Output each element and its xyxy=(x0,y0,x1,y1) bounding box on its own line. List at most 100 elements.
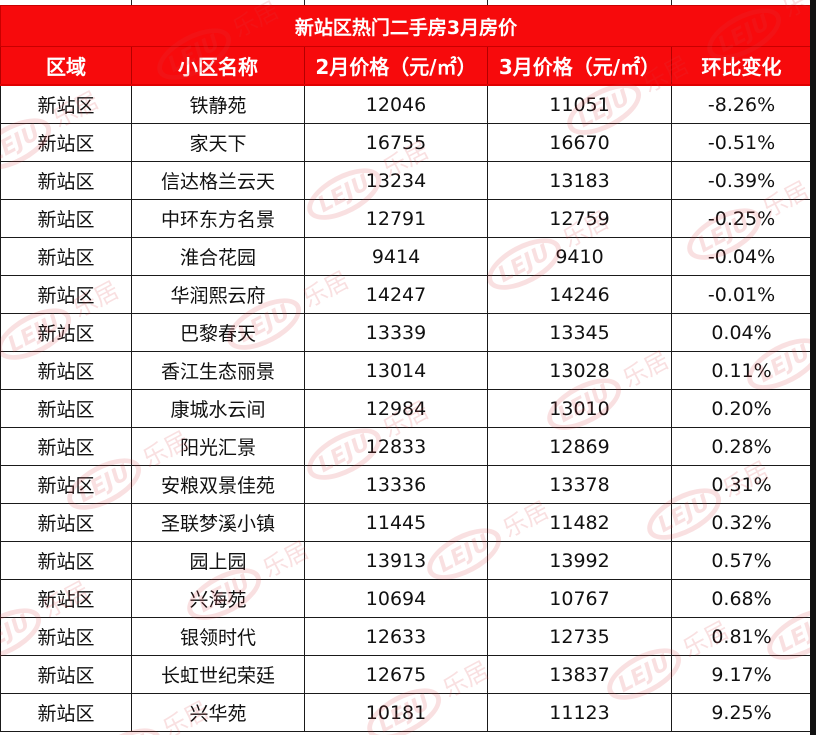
mar-price-cell: 13992 xyxy=(487,541,672,580)
mom-change-cell: 0.32% xyxy=(670,503,813,542)
mom-change-cell: 0.57% xyxy=(670,541,813,580)
table-row: 新站区 兴海苑 10694 10767 0.68% xyxy=(0,579,813,618)
table-row: 新站区 信达格兰云天 13234 13183 -0.39% xyxy=(0,161,813,200)
table-row: 新站区 淮合花园 9414 9410 -0.04% xyxy=(0,237,813,276)
feb-price-cell: 11445 xyxy=(304,503,488,542)
mar-price-cell: 13837 xyxy=(487,655,672,694)
header-mar-price: 3月价格（元/㎡） xyxy=(487,46,672,86)
table-row: 新站区 银领时代 12633 12735 0.81% xyxy=(0,617,813,656)
mar-price-cell: 13345 xyxy=(487,313,672,352)
district-cell: 新站区 xyxy=(0,275,132,314)
mar-price-cell: 14246 xyxy=(487,275,672,314)
header-community-name: 小区名称 xyxy=(131,46,305,86)
mom-change-cell: -0.39% xyxy=(670,161,813,200)
table-title-row: 新站区热门二手房3月房价 xyxy=(0,5,813,47)
header-mom-change: 环比变化 xyxy=(670,46,813,86)
mom-change-cell: 9.25% xyxy=(670,693,813,732)
mar-price-cell: 13378 xyxy=(487,465,672,504)
price-table: 新站区热门二手房3月房价 区域 小区名称 2月价格（元/㎡） 3月价格（元/㎡）… xyxy=(0,5,813,732)
feb-price-cell: 12833 xyxy=(304,427,488,466)
mar-price-cell: 11051 xyxy=(487,84,672,124)
feb-price-cell: 12675 xyxy=(304,655,488,694)
feb-price-cell: 10694 xyxy=(304,579,488,618)
table-row: 新站区 圣联梦溪小镇 11445 11482 0.32% xyxy=(0,503,813,542)
feb-price-cell: 13014 xyxy=(304,351,488,390)
table-row: 新站区 安粮双景佳苑 13336 13378 0.31% xyxy=(0,465,813,504)
district-cell: 新站区 xyxy=(0,84,132,124)
mom-change-cell: -8.26% xyxy=(670,84,813,124)
community-name-cell: 香江生态丽景 xyxy=(131,351,305,390)
mar-price-cell: 9410 xyxy=(487,237,672,276)
community-name-cell: 巴黎春天 xyxy=(131,313,305,352)
district-cell: 新站区 xyxy=(0,313,132,352)
district-cell: 新站区 xyxy=(0,161,132,200)
mom-change-cell: -0.51% xyxy=(670,123,813,162)
district-cell: 新站区 xyxy=(0,351,132,390)
community-name-cell: 兴海苑 xyxy=(131,579,305,618)
community-name-cell: 阳光汇景 xyxy=(131,427,305,466)
feb-price-cell: 12791 xyxy=(304,199,488,238)
table-row: 新站区 长虹世纪荣廷 12675 13837 9.17% xyxy=(0,655,813,694)
community-name-cell: 兴华苑 xyxy=(131,693,305,732)
mom-change-cell: 9.17% xyxy=(670,655,813,694)
table-row: 新站区 家天下 16755 16670 -0.51% xyxy=(0,123,813,162)
table-row: 新站区 园上园 13913 13992 0.57% xyxy=(0,541,813,580)
feb-price-cell: 12633 xyxy=(304,617,488,656)
district-cell: 新站区 xyxy=(0,655,132,694)
district-cell: 新站区 xyxy=(0,579,132,618)
community-name-cell: 淮合花园 xyxy=(131,237,305,276)
feb-price-cell: 13234 xyxy=(304,161,488,200)
district-cell: 新站区 xyxy=(0,617,132,656)
community-name-cell: 信达格兰云天 xyxy=(131,161,305,200)
table-row: 新站区 阳光汇景 12833 12869 0.28% xyxy=(0,427,813,466)
feb-price-cell: 14247 xyxy=(304,275,488,314)
mom-change-cell: 0.20% xyxy=(670,389,813,428)
feb-price-cell: 13339 xyxy=(304,313,488,352)
feb-price-cell: 10181 xyxy=(304,693,488,732)
right-edge-bar xyxy=(810,0,816,735)
feb-price-cell: 12046 xyxy=(304,84,488,124)
feb-price-cell: 9414 xyxy=(304,237,488,276)
table-row: 新站区 铁静苑 12046 11051 -8.26% xyxy=(0,84,813,124)
feb-price-cell: 16755 xyxy=(304,123,488,162)
mom-change-cell: -0.25% xyxy=(670,199,813,238)
community-name-cell: 银领时代 xyxy=(131,617,305,656)
district-cell: 新站区 xyxy=(0,465,132,504)
mar-price-cell: 13010 xyxy=(487,389,672,428)
feb-price-cell: 13913 xyxy=(304,541,488,580)
header-district: 区域 xyxy=(0,46,132,86)
district-cell: 新站区 xyxy=(0,237,132,276)
table-title: 新站区热门二手房3月房价 xyxy=(0,5,813,47)
mar-price-cell: 11123 xyxy=(487,693,672,732)
table-row: 新站区 中环东方名景 12791 12759 -0.25% xyxy=(0,199,813,238)
mar-price-cell: 10767 xyxy=(487,579,672,618)
community-name-cell: 长虹世纪荣廷 xyxy=(131,655,305,694)
table-header-row: 区域 小区名称 2月价格（元/㎡） 3月价格（元/㎡） 环比变化 xyxy=(0,46,813,86)
mar-price-cell: 16670 xyxy=(487,123,672,162)
mom-change-cell: -0.04% xyxy=(670,237,813,276)
table-row: 新站区 华润熙云府 14247 14246 -0.01% xyxy=(0,275,813,314)
mom-change-cell: 0.68% xyxy=(670,579,813,618)
table-row: 新站区 兴华苑 10181 11123 9.25% xyxy=(0,693,813,732)
community-name-cell: 华润熙云府 xyxy=(131,275,305,314)
mar-price-cell: 11482 xyxy=(487,503,672,542)
feb-price-cell: 13336 xyxy=(304,465,488,504)
community-name-cell: 铁静苑 xyxy=(131,84,305,124)
community-name-cell: 康城水云间 xyxy=(131,389,305,428)
district-cell: 新站区 xyxy=(0,389,132,428)
feb-price-cell: 12984 xyxy=(304,389,488,428)
table-row: 新站区 香江生态丽景 13014 13028 0.11% xyxy=(0,351,813,390)
district-cell: 新站区 xyxy=(0,541,132,580)
community-name-cell: 园上园 xyxy=(131,541,305,580)
community-name-cell: 安粮双景佳苑 xyxy=(131,465,305,504)
table-row: 新站区 巴黎春天 13339 13345 0.04% xyxy=(0,313,813,352)
mom-change-cell: 0.31% xyxy=(670,465,813,504)
district-cell: 新站区 xyxy=(0,427,132,466)
community-name-cell: 圣联梦溪小镇 xyxy=(131,503,305,542)
mom-change-cell: 0.04% xyxy=(670,313,813,352)
mom-change-cell: 0.11% xyxy=(670,351,813,390)
table-row: 新站区 康城水云间 12984 13010 0.20% xyxy=(0,389,813,428)
district-cell: 新站区 xyxy=(0,693,132,732)
district-cell: 新站区 xyxy=(0,123,132,162)
